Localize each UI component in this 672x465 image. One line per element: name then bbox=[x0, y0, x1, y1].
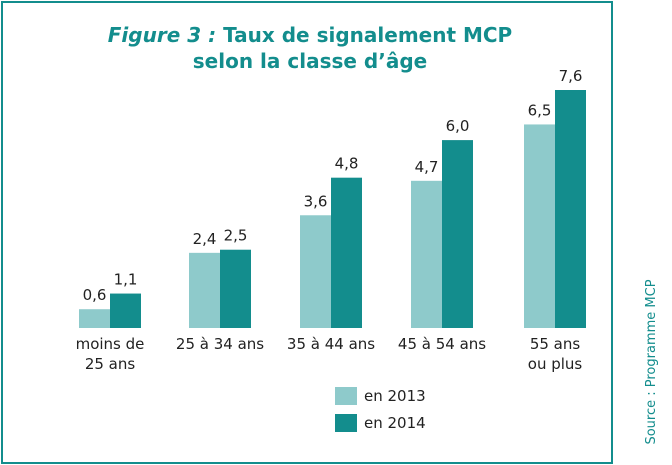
bar bbox=[79, 309, 110, 328]
value-label: 1,1 bbox=[114, 271, 138, 289]
bar bbox=[442, 140, 473, 328]
value-label: 2,4 bbox=[193, 230, 217, 248]
x-tick-label: moins de 25 ans bbox=[76, 335, 145, 373]
bar bbox=[524, 124, 555, 329]
bar bbox=[411, 180, 442, 328]
bar bbox=[189, 252, 220, 328]
x-tick-line: 55 ans bbox=[530, 335, 581, 353]
bar bbox=[110, 293, 141, 328]
figure-label: Figure 3 : bbox=[107, 23, 217, 47]
value-label: 2,5 bbox=[224, 227, 248, 245]
bar bbox=[220, 249, 251, 328]
value-label: 4,7 bbox=[415, 158, 439, 176]
frame bbox=[1, 1, 613, 464]
legend-label: en 2013 bbox=[364, 387, 426, 405]
x-tick-label: 25 à 34 ans bbox=[176, 335, 264, 353]
value-label: 0,6 bbox=[83, 286, 107, 304]
x-tick-line: 45 à 54 ans bbox=[398, 335, 486, 353]
value-label: 6,0 bbox=[446, 117, 470, 135]
x-tick-line: 25 ans bbox=[85, 355, 136, 373]
bar bbox=[331, 177, 362, 328]
legend-label: en 2014 bbox=[364, 414, 426, 432]
x-tick-line: ou plus bbox=[528, 355, 583, 373]
value-label: 4,8 bbox=[335, 155, 359, 173]
x-tick-label: 35 à 44 ans bbox=[287, 335, 375, 353]
chart-title: Figure 3 : Taux de signalement MCP selon… bbox=[100, 22, 520, 74]
value-label: 7,6 bbox=[559, 67, 583, 85]
title-text: Taux de signalement MCP selon la classe … bbox=[192, 23, 513, 73]
legend-swatch bbox=[335, 387, 357, 405]
x-tick-line: 25 à 34 ans bbox=[176, 335, 264, 353]
x-tick-label: 45 à 54 ans bbox=[398, 335, 486, 353]
bar bbox=[555, 90, 586, 328]
x-tick-label: 55 ans ou plus bbox=[528, 335, 583, 373]
value-label: 3,6 bbox=[304, 192, 328, 210]
bar bbox=[300, 215, 331, 328]
x-tick-line: 35 à 44 ans bbox=[287, 335, 375, 353]
value-label: 6,5 bbox=[528, 101, 552, 119]
x-tick-line: moins de bbox=[76, 335, 145, 353]
legend-swatch bbox=[335, 414, 357, 432]
source: Source : Programme MCP bbox=[644, 279, 659, 444]
